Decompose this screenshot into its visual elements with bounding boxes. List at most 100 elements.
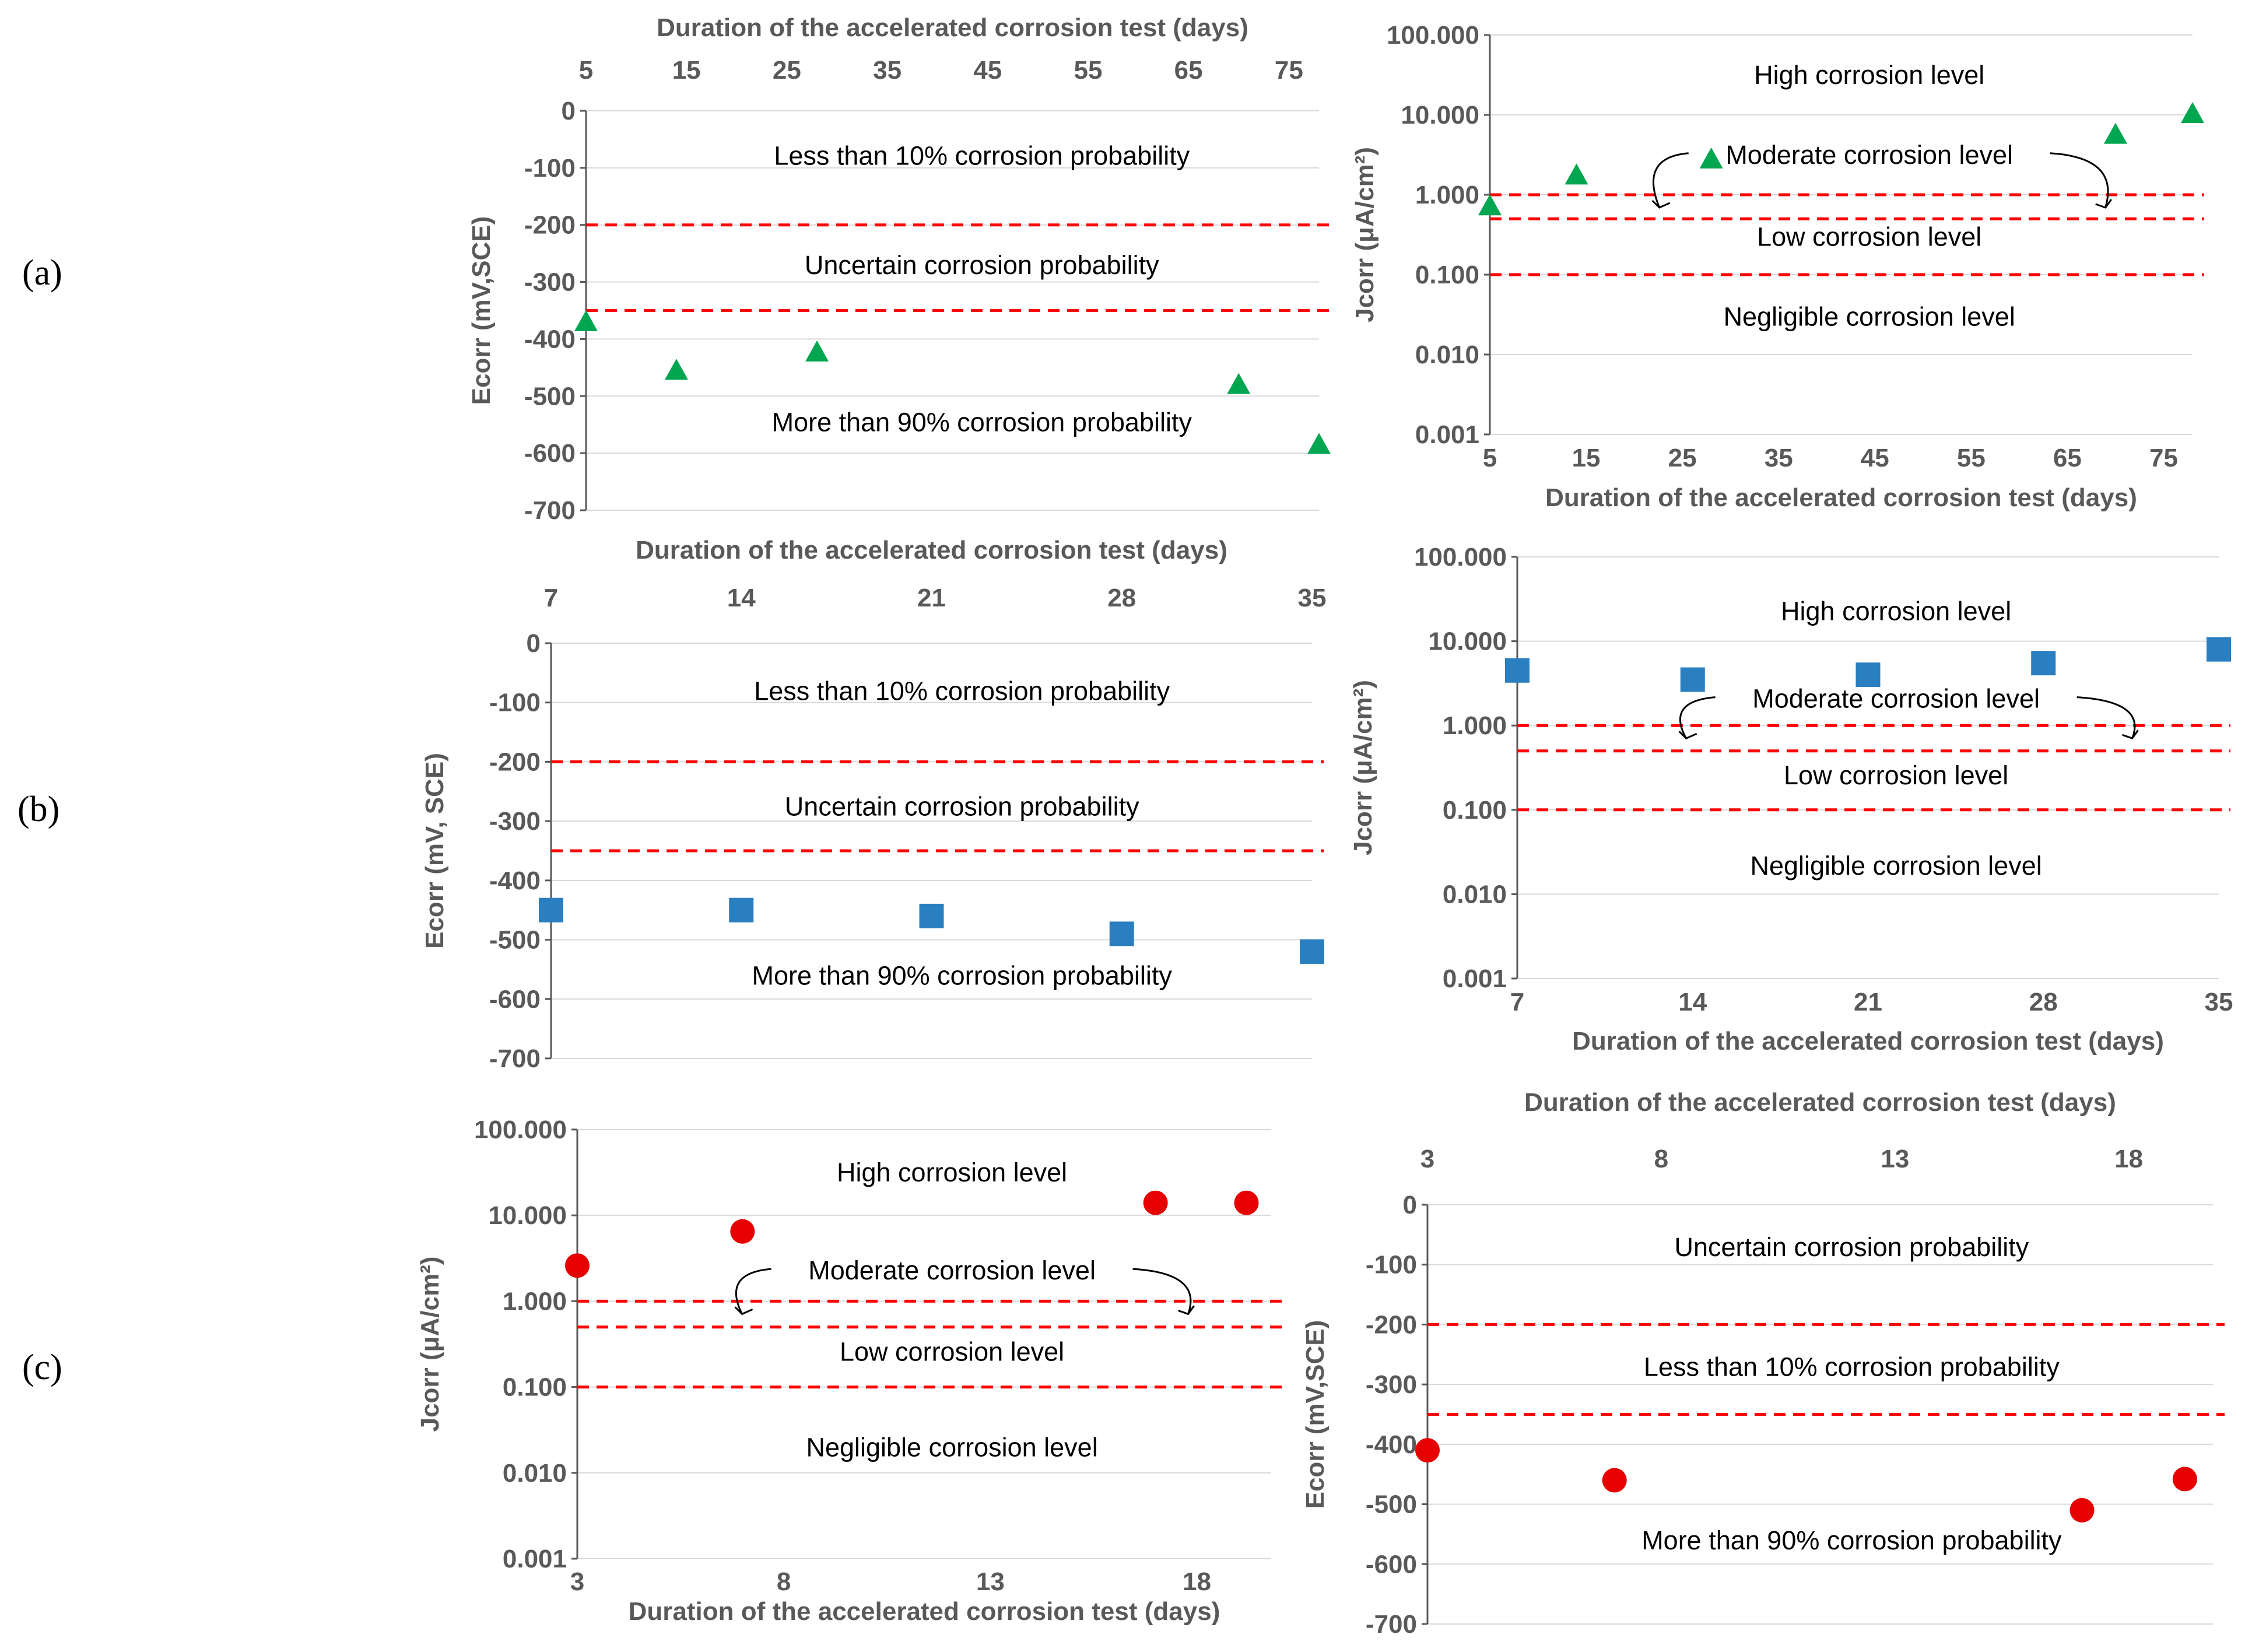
chart-a-ecorr: 0 -100 -200 -300 -400 -500 -600 -700 5 15 25 35 45 55… bbox=[467, 13, 1331, 525]
zone-label: Uncertain corrosion probability bbox=[805, 250, 1159, 280]
y-tick-label: -200 bbox=[1366, 1310, 1417, 1339]
y-tick-label: 1.000 bbox=[503, 1287, 567, 1316]
zone-label: Low corrosion level bbox=[840, 1337, 1064, 1367]
x-tick-label: 7 bbox=[544, 584, 558, 612]
data-point bbox=[2031, 651, 2056, 676]
x-tick-label: 3 bbox=[570, 1567, 584, 1596]
arrowhead-left bbox=[734, 1306, 753, 1316]
x-axis-title: Duration of the accelerated corrosion te… bbox=[1572, 1027, 2164, 1055]
data-point bbox=[1234, 1190, 1259, 1215]
y-tick-label: -200 bbox=[524, 211, 576, 240]
x-tick-label: 13 bbox=[1881, 1145, 1909, 1173]
x-tick-label: 25 bbox=[773, 56, 801, 85]
zone-label: Low corrosion level bbox=[1784, 760, 2008, 790]
y-tick-label: 0.100 bbox=[1415, 261, 1479, 289]
zone-label: Moderate corrosion level bbox=[808, 1255, 1096, 1285]
y-tick-label: -300 bbox=[489, 807, 541, 836]
data-point bbox=[664, 359, 688, 380]
y-tick-label: -600 bbox=[489, 985, 541, 1013]
data-point bbox=[1307, 433, 1331, 454]
data-point bbox=[2172, 1467, 2197, 1492]
y-tick-label: -700 bbox=[524, 496, 576, 525]
y-axis-title: Jcorr (μA/cm²) bbox=[1351, 147, 1379, 322]
y-tick-label: -500 bbox=[524, 382, 576, 411]
arrowhead-left bbox=[1651, 199, 1671, 209]
x-tick-label: 45 bbox=[973, 56, 1002, 85]
y-tick-label: 100.000 bbox=[474, 1116, 567, 1144]
data-point bbox=[2181, 102, 2204, 123]
y-axis-title: Ecorr (mV,SCE) bbox=[1301, 1320, 1330, 1509]
x-tick-label: 65 bbox=[2053, 444, 2082, 472]
y-tick-label: 0.001 bbox=[1415, 420, 1479, 449]
x-axis-title: Duration of the accelerated corrosion te… bbox=[1524, 1088, 2116, 1117]
y-tick-label: -500 bbox=[1366, 1490, 1417, 1519]
data-point bbox=[1565, 163, 1588, 185]
x-tick-label: 35 bbox=[1298, 584, 1327, 612]
arrow-left bbox=[1653, 152, 1689, 208]
x-tick-label: 8 bbox=[1654, 1145, 1668, 1173]
x-tick-label: 8 bbox=[777, 1567, 791, 1596]
zone-label: More than 90% corrosion probability bbox=[752, 961, 1173, 991]
zone-label: High corrosion level bbox=[1781, 596, 2011, 626]
data-point bbox=[729, 897, 754, 923]
x-tick-label: 55 bbox=[1074, 56, 1102, 85]
y-tick-label: -300 bbox=[524, 268, 576, 297]
x-axis-title: Duration of the accelerated corrosion te… bbox=[657, 13, 1248, 42]
data-point bbox=[805, 340, 829, 362]
x-tick-label: 75 bbox=[2149, 444, 2178, 472]
x-tick-label: 18 bbox=[2114, 1145, 2143, 1173]
y-tick-label: -600 bbox=[1366, 1550, 1417, 1579]
data-point bbox=[1505, 658, 1530, 683]
zone-label: Negligible corrosion level bbox=[1750, 851, 2041, 881]
zone-label: Moderate corrosion level bbox=[1725, 140, 2013, 170]
data-point bbox=[1478, 194, 1502, 216]
x-axis-title: Duration of the accelerated corrosion te… bbox=[1545, 483, 2137, 512]
x-axis-title: Duration of the accelerated corrosion te… bbox=[629, 1597, 1220, 1626]
data-point bbox=[2207, 637, 2231, 662]
y-tick-label: -400 bbox=[1366, 1430, 1417, 1459]
x-tick-label: 5 bbox=[579, 56, 593, 85]
arrow-left bbox=[1679, 696, 1716, 739]
y-tick-label: 10.000 bbox=[1428, 627, 1507, 656]
data-point bbox=[730, 1219, 755, 1244]
y-tick-label: 0.010 bbox=[503, 1459, 567, 1488]
arrow-right bbox=[1132, 1268, 1192, 1314]
zone-label: Negligible corrosion level bbox=[1724, 302, 2015, 332]
data-point bbox=[1855, 662, 1881, 688]
x-tick-label: 35 bbox=[1765, 444, 1793, 472]
x-tick-label: 35 bbox=[2205, 988, 2233, 1016]
arrowhead-right bbox=[2122, 729, 2139, 739]
zone-label: Negligible corrosion level bbox=[806, 1432, 1097, 1462]
zone-label: High corrosion level bbox=[1754, 60, 1984, 90]
data-point bbox=[1415, 1438, 1440, 1463]
y-tick-label: 0.100 bbox=[1443, 796, 1507, 825]
x-tick-label: 13 bbox=[976, 1567, 1005, 1596]
data-point bbox=[1680, 667, 1705, 692]
y-tick-label: 1.000 bbox=[1443, 711, 1507, 740]
arrow-left bbox=[735, 1268, 771, 1315]
arrow-right bbox=[2050, 152, 2109, 208]
y-tick-label: 1.000 bbox=[1415, 181, 1479, 209]
zone-label: Less than 10% corrosion probability bbox=[1644, 1352, 2060, 1381]
x-axis-title: Duration of the accelerated corrosion te… bbox=[636, 536, 1227, 564]
y-tick-label: 0.001 bbox=[503, 1545, 567, 1573]
data-point bbox=[539, 897, 563, 923]
zone-label: Uncertain corrosion probability bbox=[785, 792, 1139, 822]
y-tick-label: 0.010 bbox=[1415, 341, 1479, 369]
y-tick-label: -300 bbox=[1366, 1370, 1417, 1399]
data-point bbox=[2069, 1497, 2095, 1523]
y-tick-label: 0 bbox=[527, 629, 541, 658]
zone-label: Less than 10% corrosion probability bbox=[774, 141, 1190, 170]
y-tick-label: 10.000 bbox=[1401, 101, 1479, 129]
x-tick-label: 21 bbox=[1854, 988, 1882, 1016]
x-tick-label: 15 bbox=[1572, 444, 1601, 472]
y-tick-label: 100.000 bbox=[1387, 21, 1479, 50]
x-tick-label: 55 bbox=[1957, 444, 1986, 472]
y-tick-label: -700 bbox=[489, 1044, 541, 1073]
y-axis-title: Ecorr (mV, SCE) bbox=[420, 753, 449, 949]
x-tick-label: 75 bbox=[1275, 56, 1303, 85]
